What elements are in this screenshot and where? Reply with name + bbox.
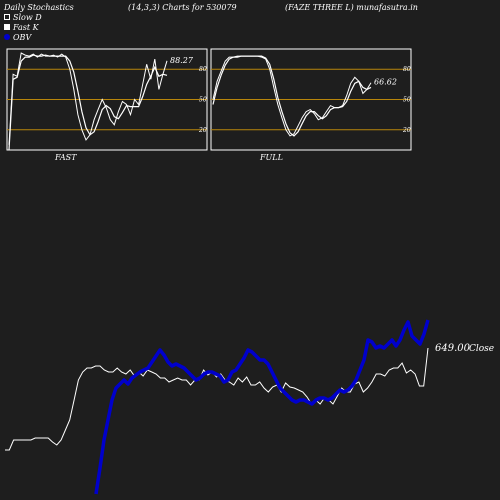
close-suffix-label: Close bbox=[469, 344, 494, 354]
full-last-value-label: 66.62 bbox=[374, 78, 397, 87]
slow-d-swatch-icon bbox=[4, 14, 10, 20]
full-tick-label: 20 bbox=[402, 127, 411, 134]
close-price-line bbox=[5, 347, 429, 451]
legend-item-obv: OBV bbox=[4, 32, 42, 42]
fast-last-value-label: 88.27 bbox=[170, 56, 194, 65]
close-last-value-label: 649.00 bbox=[435, 343, 471, 354]
fast-tick-label: 20 bbox=[198, 127, 207, 134]
chart-title: Daily Stochastics bbox=[4, 3, 74, 12]
fast-k-swatch-icon bbox=[4, 24, 10, 30]
fast-panel-title: FAST bbox=[55, 153, 77, 162]
company-label: (FAZE THREE L) munafasutra.in bbox=[285, 3, 418, 12]
full-series-fast-k-line bbox=[212, 55, 372, 137]
legend: Slow D Fast K OBV bbox=[4, 12, 42, 42]
legend-item-fast-k: Fast K bbox=[4, 22, 42, 32]
full-panel-title: FULL bbox=[260, 153, 283, 162]
full-tick-label: 50 bbox=[403, 97, 411, 104]
full-tick-label: 80 bbox=[403, 66, 411, 73]
full-series-slow-d-line bbox=[212, 55, 372, 137]
legend-item-slow-d: Slow D bbox=[4, 12, 42, 22]
obv-swatch-icon bbox=[4, 34, 10, 40]
fast-tick-label: 80 bbox=[199, 66, 207, 73]
legend-label: OBV bbox=[13, 32, 32, 42]
fast-tick-label: 50 bbox=[199, 97, 207, 104]
chart-params: (14,3,3) Charts for 530079 bbox=[128, 3, 237, 12]
obv-line bbox=[94, 319, 430, 495]
legend-label: Slow D bbox=[13, 12, 42, 22]
fast-series-slow-d-line bbox=[8, 54, 168, 151]
legend-label: Fast K bbox=[13, 22, 39, 32]
